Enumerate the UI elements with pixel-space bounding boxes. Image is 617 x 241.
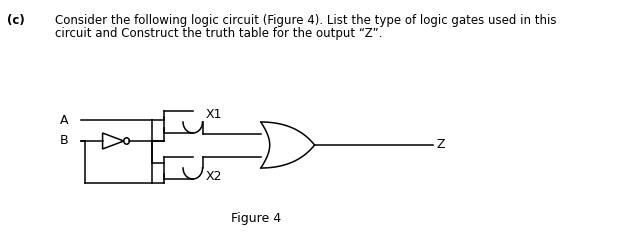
Text: Z: Z	[437, 139, 445, 152]
Text: X1: X1	[206, 107, 223, 120]
Text: Consider the following logic circuit (Figure 4). List the type of logic gates us: Consider the following logic circuit (Fi…	[55, 14, 557, 27]
Text: Figure 4: Figure 4	[231, 212, 281, 225]
Text: B: B	[59, 134, 68, 147]
Text: circuit and Construct the truth table for the output “Z”.: circuit and Construct the truth table fo…	[55, 27, 382, 40]
Text: X2: X2	[206, 169, 223, 182]
Text: A: A	[60, 114, 68, 127]
Text: (c): (c)	[7, 14, 25, 27]
